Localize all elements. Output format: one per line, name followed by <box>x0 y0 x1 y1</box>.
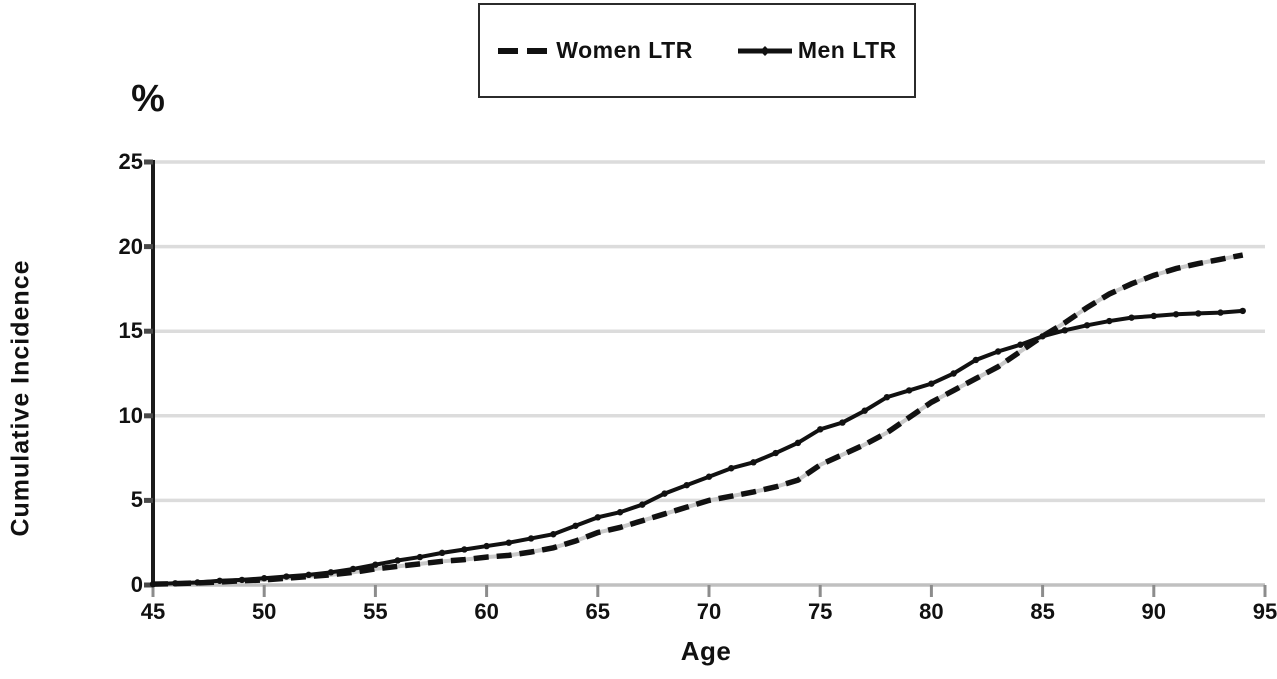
men-ltr-marker <box>794 439 802 447</box>
women-ltr-line-underlay <box>152 253 1244 587</box>
men-ltr-marker <box>1039 333 1046 340</box>
men-ltr-marker <box>483 542 490 550</box>
men-ltr-marker <box>305 571 312 579</box>
men-ltr-marker <box>950 370 957 377</box>
x-tick-label: 85 <box>1030 599 1055 624</box>
y-axis-title: Cumulative Incidence <box>6 259 35 537</box>
y-tick-label: 0 <box>130 572 143 597</box>
men-ltr-line <box>152 308 1243 587</box>
men-ltr-marker <box>616 509 624 516</box>
men-ltr-marker <box>728 465 735 472</box>
x-tick-label: 75 <box>807 599 833 624</box>
x-tick-label: 55 <box>363 599 388 624</box>
men-ltr-marker <box>905 387 913 394</box>
men-ltr-marker <box>928 380 935 387</box>
men-ltr-marker <box>461 546 468 553</box>
men-ltr-marker <box>372 561 379 568</box>
legend: Women LTR Men LTR <box>478 3 916 98</box>
x-tick-label: 45 <box>140 599 166 624</box>
men-ltr-marker <box>994 348 1002 355</box>
y-axis-unit-label: % <box>131 78 165 120</box>
y-tick-label: 10 <box>118 402 143 428</box>
men-ltr-marker <box>839 419 846 426</box>
men-ltr-marker <box>238 576 246 584</box>
men-ltr-marker <box>349 565 357 573</box>
men-ltr-marker <box>1217 309 1224 316</box>
men-ltr-marker <box>1083 322 1091 329</box>
x-tick-label: 90 <box>1141 599 1167 624</box>
y-tick-label: 5 <box>130 487 143 513</box>
men-ltr-marker <box>594 514 601 521</box>
x-tick-label: 65 <box>585 599 611 624</box>
x-axis-title: Age <box>680 636 732 666</box>
men-ltr-marker <box>572 522 579 529</box>
men-ltr-marker <box>1195 310 1202 317</box>
men-solid-line-sample-icon <box>737 45 792 56</box>
x-tick-label: 70 <box>696 599 722 624</box>
men-ltr-marker <box>216 577 223 584</box>
men-ltr-marker <box>817 426 824 433</box>
men-ltr-marker <box>861 407 868 414</box>
men-ltr-marker <box>1106 317 1113 325</box>
men-ltr-marker <box>639 501 646 508</box>
men-ltr-marker <box>416 553 424 561</box>
men-ltr-marker <box>550 531 557 538</box>
men-ltr-marker <box>327 569 335 576</box>
men-ltr-marker <box>661 490 668 497</box>
men-ltr-marker <box>883 393 891 401</box>
x-tick-label: 95 <box>1252 599 1277 624</box>
legend-item-men: Men LTR <box>737 37 897 64</box>
legend-item-women: Women LTR <box>497 37 693 64</box>
men-ltr-marker <box>972 356 980 364</box>
women-dashed-line-sample-icon <box>498 47 551 54</box>
x-tick-label: 60 <box>474 599 499 624</box>
men-ltr-marker <box>261 575 268 582</box>
men-ltr-marker <box>527 535 535 542</box>
x-tick-label: 50 <box>251 599 277 624</box>
men-ltr-marker <box>172 580 179 587</box>
men-ltr-marker <box>505 539 513 546</box>
men-ltr-marker <box>1128 314 1135 321</box>
y-tick-label: 20 <box>118 233 143 259</box>
men-ltr-marker <box>705 473 713 480</box>
men-ltr-marker <box>683 481 690 489</box>
men-ltr-marker <box>149 580 157 588</box>
men-ltr-marker <box>772 449 779 457</box>
legend-label-men: Men LTR <box>797 37 897 63</box>
men-ltr-marker <box>1150 312 1158 320</box>
men-ltr-marker <box>1172 311 1180 318</box>
men-ltr-marker <box>1017 341 1024 348</box>
men-ltr-marker <box>1239 307 1246 315</box>
x-tick-label: 80 <box>919 599 944 624</box>
men-ltr-marker <box>283 573 290 580</box>
y-tick-label: 15 <box>118 318 143 344</box>
men-ltr-marker <box>194 579 201 586</box>
y-tick-label: 25 <box>118 149 143 174</box>
men-ltr-marker <box>750 459 757 466</box>
women-ltr-line <box>152 252 1244 587</box>
men-ltr-marker <box>394 557 401 564</box>
men-ltr-marker <box>1061 327 1069 334</box>
legend-label-women: Women LTR <box>556 37 693 63</box>
men-ltr-marker <box>438 549 446 557</box>
